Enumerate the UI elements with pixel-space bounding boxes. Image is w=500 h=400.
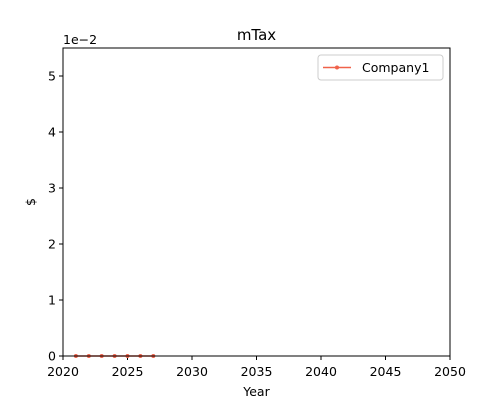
y-tick-label: 4	[48, 125, 56, 140]
plot-frame	[62, 47, 451, 357]
legend-box	[317, 54, 444, 81]
legend-label: Company1	[362, 60, 429, 75]
x-tick-label: 2035	[241, 364, 273, 379]
x-tick-label: 2050	[434, 364, 466, 379]
y-tick-label: 2	[48, 237, 56, 252]
x-tick-label: 2040	[305, 364, 337, 379]
x-tick-label: 2020	[47, 364, 79, 379]
x-axis-ticks: 2020 2025 2030 2035 2040 2045 2050	[47, 356, 466, 379]
x-tick-label: 2045	[370, 364, 402, 379]
y-tick-label: 3	[48, 181, 56, 196]
legend: Company1	[317, 54, 444, 81]
y-axis-label: $	[23, 198, 38, 206]
legend-marker-swatch	[335, 65, 339, 70]
y-tick-label: 0	[48, 349, 56, 364]
y-tick-label: 5	[48, 69, 56, 84]
y-axis-offset-label: 1e−2	[63, 32, 97, 47]
x-tick-label: 2030	[176, 364, 208, 379]
y-axis-ticks: 0 1 2 3 4 5	[48, 69, 63, 364]
y-tick-label: 1	[48, 293, 56, 308]
x-tick-label: 2025	[112, 364, 144, 379]
x-axis-label: Year	[242, 384, 270, 399]
chart-title: mTax	[237, 26, 276, 44]
